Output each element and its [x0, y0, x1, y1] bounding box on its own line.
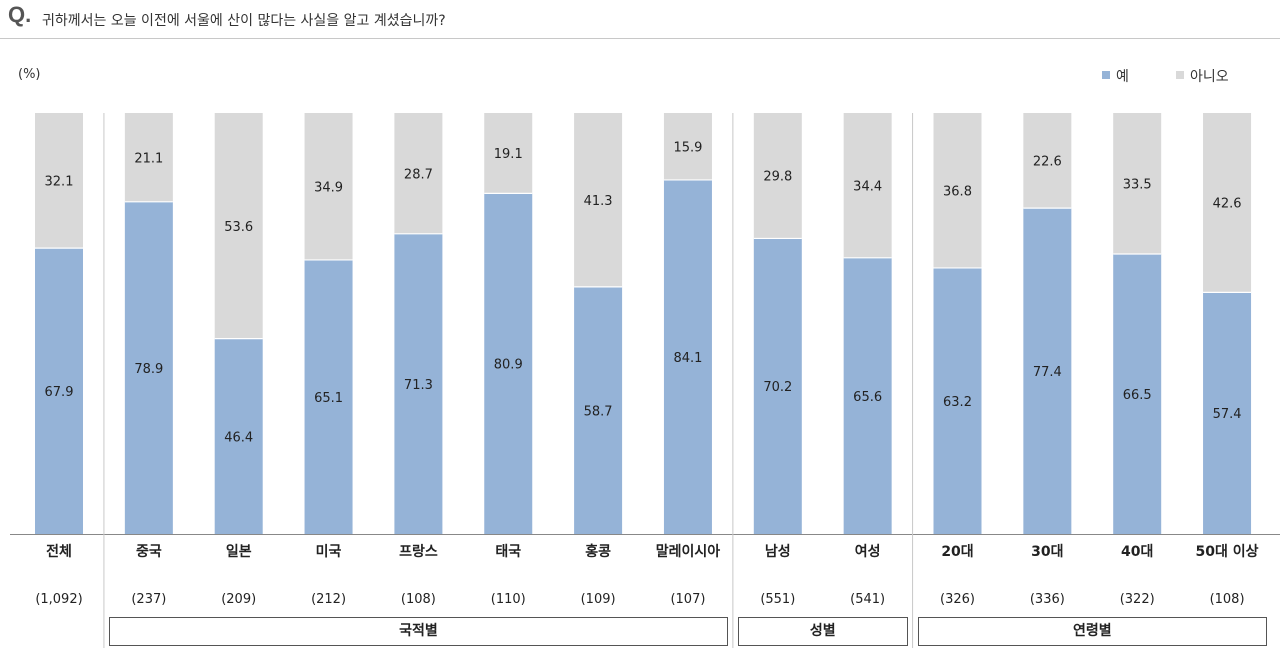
sample-size-label: (212): [311, 592, 346, 607]
data-label-yes: 77.4: [1033, 365, 1062, 380]
legend-swatch-yes: [1102, 71, 1110, 79]
data-label-yes: 65.1: [314, 391, 343, 406]
data-label-yes: 57.4: [1213, 407, 1242, 422]
bar-no: [1113, 113, 1162, 255]
sample-size-label: (110): [491, 592, 526, 607]
group-label-box: 국적별: [108, 617, 728, 646]
category-label: 40대: [1121, 544, 1153, 560]
data-label-yes: 84.1: [673, 351, 702, 366]
bar-no: [663, 113, 712, 180]
data-label-no: 34.4: [853, 179, 882, 194]
bar-yes: [1113, 254, 1162, 534]
category-label: 미국: [316, 544, 342, 560]
legend-label-no: 아니오: [1190, 69, 1229, 85]
question-text: 귀하께서는 오늘 이전에 서울에 산이 많다는 사실을 알고 계셨습니까?: [42, 13, 446, 29]
data-label-no: 29.8: [763, 170, 792, 185]
bar-yes: [484, 193, 533, 534]
legend-item-yes: 예: [1102, 66, 1129, 86]
bar-yes: [1023, 208, 1072, 534]
data-label-no: 53.6: [224, 220, 253, 235]
category-label: 일본: [226, 544, 252, 560]
sample-size-label: (209): [221, 592, 256, 607]
header: Q. 귀하께서는 오늘 이전에 서울에 산이 많다는 사실을 알고 계셨습니까?: [0, 0, 1280, 39]
bar-no: [394, 113, 443, 234]
data-label-yes: 63.2: [943, 395, 972, 410]
bar-no: [304, 113, 353, 260]
sample-size-label: (326): [940, 592, 975, 607]
bar-yes: [843, 257, 892, 534]
sample-size-label: (551): [760, 592, 795, 607]
bar-yes: [933, 267, 982, 534]
data-label-no: 21.1: [134, 151, 163, 166]
data-label-no: 33.5: [1123, 178, 1152, 193]
data-label-yes: 70.2: [763, 380, 792, 395]
bar-no: [1203, 113, 1252, 293]
data-label-yes: 78.9: [134, 362, 163, 377]
category-label: 20대: [941, 544, 973, 560]
category-label: 태국: [495, 544, 521, 560]
category-label: 중국: [136, 544, 162, 560]
group-label-box: 연령별: [917, 617, 1267, 646]
data-label-yes: 65.6: [853, 390, 882, 405]
sample-size-label: (322): [1120, 592, 1155, 607]
sample-size-label: (237): [131, 592, 166, 607]
legend-item-no: 아니오: [1176, 66, 1229, 86]
legend-label-yes: 예: [1116, 69, 1129, 85]
data-label-yes: 66.5: [1123, 388, 1152, 403]
question-mark: Q.: [8, 2, 32, 27]
data-label-no: 28.7: [404, 167, 433, 182]
bar-yes: [1203, 292, 1252, 534]
legend-swatch-no: [1176, 71, 1184, 79]
data-label-no: 22.6: [1033, 155, 1062, 170]
data-label-no: 32.1: [45, 175, 74, 190]
sample-size-label: (336): [1030, 592, 1065, 607]
sample-size-label: (109): [581, 592, 616, 607]
bar-no: [933, 113, 982, 268]
sample-size-label: (1,092): [35, 592, 82, 607]
data-label-no: 15.9: [673, 140, 702, 155]
sample-size-label: (108): [401, 592, 436, 607]
bar-no: [214, 113, 263, 339]
bar-no: [484, 113, 533, 194]
sample-size-label: (108): [1210, 592, 1245, 607]
category-label: 홍콩: [585, 543, 611, 560]
category-label: 전체: [46, 543, 72, 560]
data-label-no: 42.6: [1213, 197, 1242, 212]
data-label-no: 34.9: [314, 180, 343, 195]
data-label-no: 19.1: [494, 147, 523, 162]
bar-yes: [574, 286, 623, 534]
category-label: 말레이시아: [656, 543, 721, 560]
data-label-yes: 46.4: [224, 430, 253, 445]
bar-no: [1023, 113, 1072, 209]
group-label-box: 성별: [737, 617, 908, 646]
bar-yes: [663, 179, 712, 534]
bar-no: [124, 113, 173, 202]
category-label: 50대 이상: [1196, 543, 1259, 560]
data-label-no: 41.3: [584, 194, 613, 209]
data-label-yes: 71.3: [404, 378, 433, 393]
category-label: 남성: [765, 543, 791, 560]
data-label-yes: 67.9: [45, 385, 74, 400]
bar-no: [753, 113, 802, 239]
data-label-yes: 58.7: [584, 404, 613, 419]
data-label-no: 36.8: [943, 184, 972, 199]
category-label: 프랑스: [399, 544, 438, 560]
sample-size-label: (541): [850, 592, 885, 607]
bar-yes: [304, 259, 353, 534]
bar-yes: [124, 201, 173, 534]
bar-no: [574, 113, 623, 287]
unit-label: (%): [18, 67, 41, 82]
category-label: 30대: [1031, 544, 1063, 560]
bar-no: [843, 113, 892, 258]
bar-yes: [753, 238, 802, 534]
bar-yes: [394, 233, 443, 534]
bar-yes: [35, 248, 83, 535]
category-label: 여성: [855, 543, 881, 560]
bar-yes: [214, 338, 263, 534]
sample-size-label: (107): [670, 592, 705, 607]
bar-no: [35, 113, 83, 249]
data-label-yes: 80.9: [494, 358, 523, 373]
